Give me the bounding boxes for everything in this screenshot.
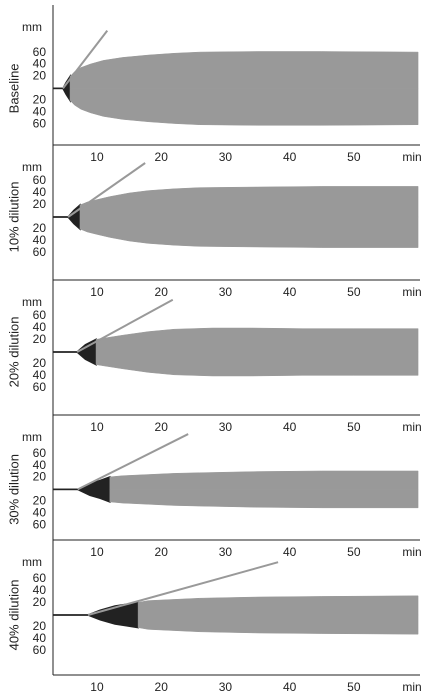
y-axis-unit: mm (22, 295, 42, 309)
trace-lower (53, 216, 81, 231)
y-tick-label: 60 (33, 446, 47, 460)
y-tick-label: 40 (33, 233, 47, 247)
y-tick-label: 40 (33, 320, 47, 334)
x-tick-label: 20 (155, 420, 169, 434)
y-tick-label: 40 (33, 505, 47, 519)
y-tick-label: 60 (33, 308, 47, 322)
trace-lower (109, 489, 419, 509)
x-tick-label: 10 (90, 680, 104, 694)
x-tick-label: 50 (347, 680, 361, 694)
trace-upper (95, 327, 419, 353)
panel-label: 30% dilution (6, 454, 21, 525)
y-tick-label: 40 (33, 57, 47, 71)
trace-upper (137, 595, 419, 616)
y-axis-unit: mm (22, 555, 42, 569)
y-tick-label: 40 (33, 185, 47, 199)
x-axis-unit: min (402, 420, 421, 434)
y-tick-label: 20 (33, 356, 47, 370)
x-axis-unit: min (402, 285, 421, 299)
panel-label: 40% dilution (6, 580, 21, 651)
angle-line (76, 298, 174, 353)
x-tick-label: 40 (283, 420, 297, 434)
angle-line (87, 561, 279, 616)
angle-line (62, 30, 109, 90)
y-tick-label: 20 (33, 197, 47, 211)
trace-lower (137, 614, 419, 635)
y-tick-label: 60 (33, 517, 47, 531)
x-tick-label: 40 (283, 680, 297, 694)
y-tick-label: 20 (33, 221, 47, 235)
y-tick-label: 60 (33, 380, 47, 394)
y-axis-unit: mm (22, 20, 42, 34)
y-tick-label: 20 (33, 619, 47, 633)
x-tick-label: 20 (155, 285, 169, 299)
x-tick-label: 40 (283, 150, 297, 164)
y-tick-label: 20 (33, 69, 47, 83)
y-tick-label: 20 (33, 595, 47, 609)
y-tick-label: 20 (33, 493, 47, 507)
y-tick-label: 40 (33, 583, 47, 597)
x-tick-label: 20 (155, 680, 169, 694)
trace-upper (79, 186, 419, 218)
x-tick-label: 40 (283, 545, 297, 559)
y-tick-label: 40 (33, 104, 47, 118)
x-tick-label: 50 (347, 150, 361, 164)
y-tick-label: 60 (33, 245, 47, 259)
x-tick-label: 20 (155, 545, 169, 559)
trace-lower (95, 351, 419, 377)
angle-line (77, 433, 189, 491)
y-axis-unit: mm (22, 430, 42, 444)
x-tick-label: 10 (90, 285, 104, 299)
trace-lower (69, 88, 419, 126)
y-tick-label: 20 (33, 470, 47, 484)
y-tick-label: 40 (33, 458, 47, 472)
trace-lower (53, 351, 97, 366)
x-tick-label: 50 (347, 545, 361, 559)
x-axis-unit: min (402, 545, 421, 559)
y-tick-label: 60 (33, 173, 47, 187)
y-axis-unit: mm (22, 160, 42, 174)
x-tick-label: 30 (219, 545, 233, 559)
panel-label: 10% dilution (6, 182, 21, 253)
angle-line (67, 162, 146, 218)
trace-lower (53, 87, 71, 103)
x-tick-label: 10 (90, 545, 104, 559)
y-tick-label: 60 (33, 45, 47, 59)
y-tick-label: 60 (33, 643, 47, 657)
x-tick-label: 10 (90, 150, 104, 164)
x-tick-label: 30 (219, 420, 233, 434)
trace-upper (69, 51, 419, 89)
y-tick-label: 20 (33, 332, 47, 346)
y-tick-label: 20 (33, 92, 47, 106)
trace-lower (53, 614, 139, 629)
y-tick-label: 60 (33, 116, 47, 130)
x-tick-label: 10 (90, 420, 104, 434)
x-tick-label: 40 (283, 285, 297, 299)
x-tick-label: 20 (155, 150, 169, 164)
x-tick-label: 30 (219, 150, 233, 164)
x-axis-unit: min (402, 150, 421, 164)
y-tick-label: 40 (33, 631, 47, 645)
trace-lower (53, 488, 111, 503)
y-tick-label: 60 (33, 571, 47, 585)
trace-upper (109, 470, 419, 490)
x-tick-label: 30 (219, 680, 233, 694)
x-tick-label: 30 (219, 285, 233, 299)
panel-label: 20% dilution (6, 317, 21, 388)
trace-lower (79, 216, 419, 248)
x-tick-label: 50 (347, 285, 361, 299)
x-tick-label: 50 (347, 420, 361, 434)
panel-label: Baseline (6, 63, 21, 113)
y-tick-label: 40 (33, 368, 47, 382)
x-axis-unit: min (402, 680, 421, 694)
